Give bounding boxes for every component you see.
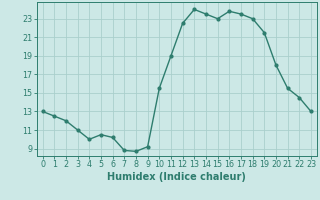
X-axis label: Humidex (Indice chaleur): Humidex (Indice chaleur) — [108, 172, 246, 182]
